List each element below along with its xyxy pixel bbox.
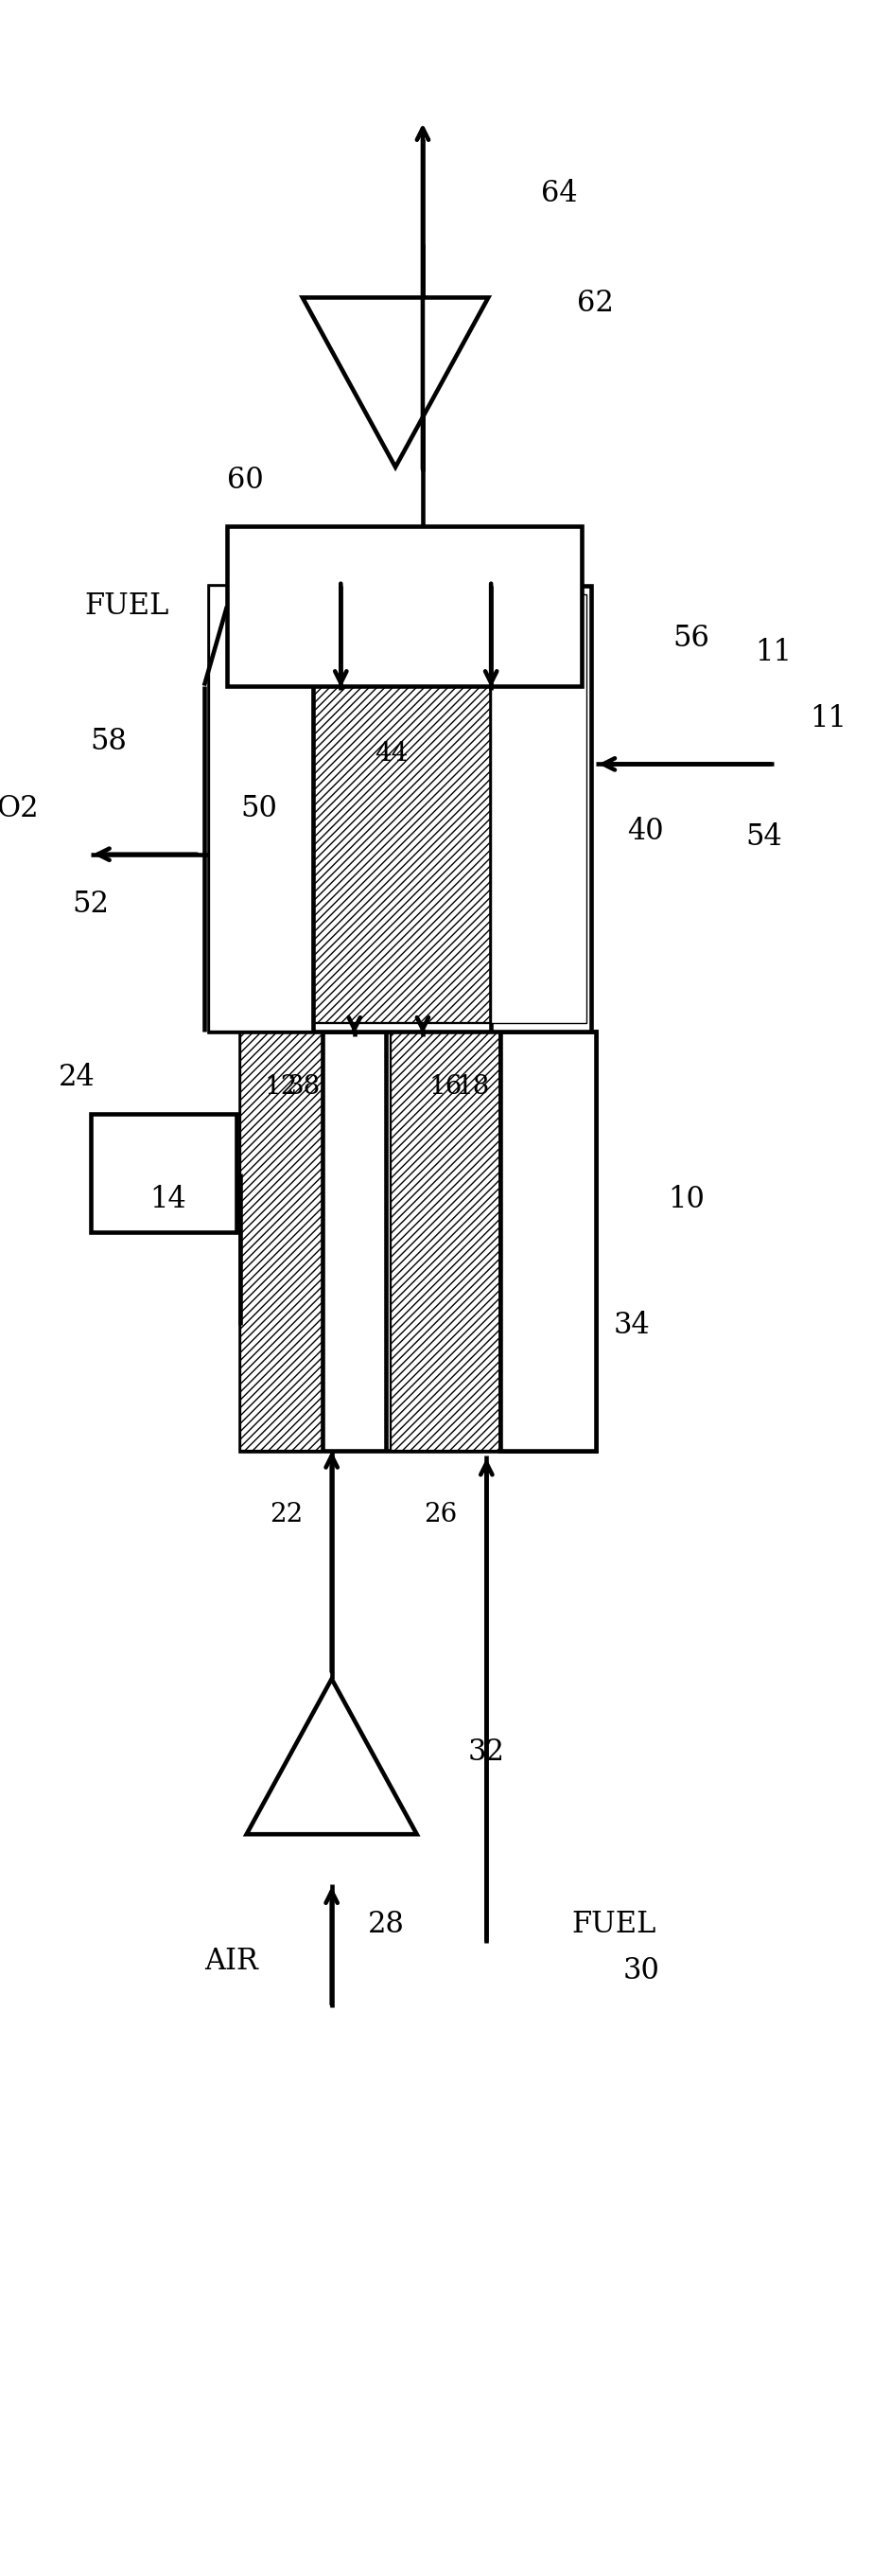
Text: 50: 50 (240, 793, 278, 824)
Bar (227, 526, 582, 685)
Text: 56: 56 (673, 623, 710, 652)
Text: 60: 60 (227, 466, 264, 495)
Text: 32: 32 (468, 1736, 505, 1767)
Text: O2: O2 (0, 793, 38, 824)
Text: 40: 40 (628, 817, 664, 845)
Bar (241, 1033, 595, 1450)
Text: 64: 64 (541, 178, 578, 209)
Text: 11: 11 (809, 703, 847, 734)
Text: 16: 16 (429, 1074, 462, 1100)
Text: 14: 14 (149, 1185, 186, 1213)
Text: 10: 10 (669, 1185, 705, 1213)
Text: 52: 52 (72, 889, 109, 920)
Bar (90, 1113, 236, 1231)
Text: 11: 11 (755, 639, 792, 667)
Text: 58: 58 (90, 726, 127, 757)
Bar (241, 1033, 322, 1450)
Polygon shape (246, 1680, 416, 1834)
Text: 54: 54 (746, 822, 782, 853)
Polygon shape (303, 299, 488, 466)
Text: 34: 34 (614, 1311, 650, 1340)
Text: 18: 18 (456, 1074, 490, 1100)
Text: 24: 24 (58, 1064, 95, 1092)
Text: 62: 62 (577, 289, 614, 317)
Bar (209, 585, 313, 1033)
Text: FUEL: FUEL (572, 1911, 656, 1940)
Text: 30: 30 (623, 1955, 660, 1986)
Bar (491, 595, 587, 1023)
Text: 28: 28 (368, 1911, 405, 1940)
Bar (209, 585, 591, 1033)
Bar (313, 595, 491, 1023)
Text: 38: 38 (288, 1074, 321, 1100)
Bar (391, 1033, 500, 1450)
Bar (500, 1033, 595, 1450)
Bar (391, 1033, 500, 1450)
Text: 44: 44 (375, 742, 408, 768)
Text: AIR: AIR (204, 1947, 258, 1976)
Bar (313, 595, 491, 1023)
Text: FUEL: FUEL (85, 592, 169, 621)
Bar (241, 1033, 322, 1450)
Text: 12: 12 (265, 1074, 299, 1100)
Text: 22: 22 (270, 1502, 303, 1528)
Text: 26: 26 (424, 1502, 457, 1528)
